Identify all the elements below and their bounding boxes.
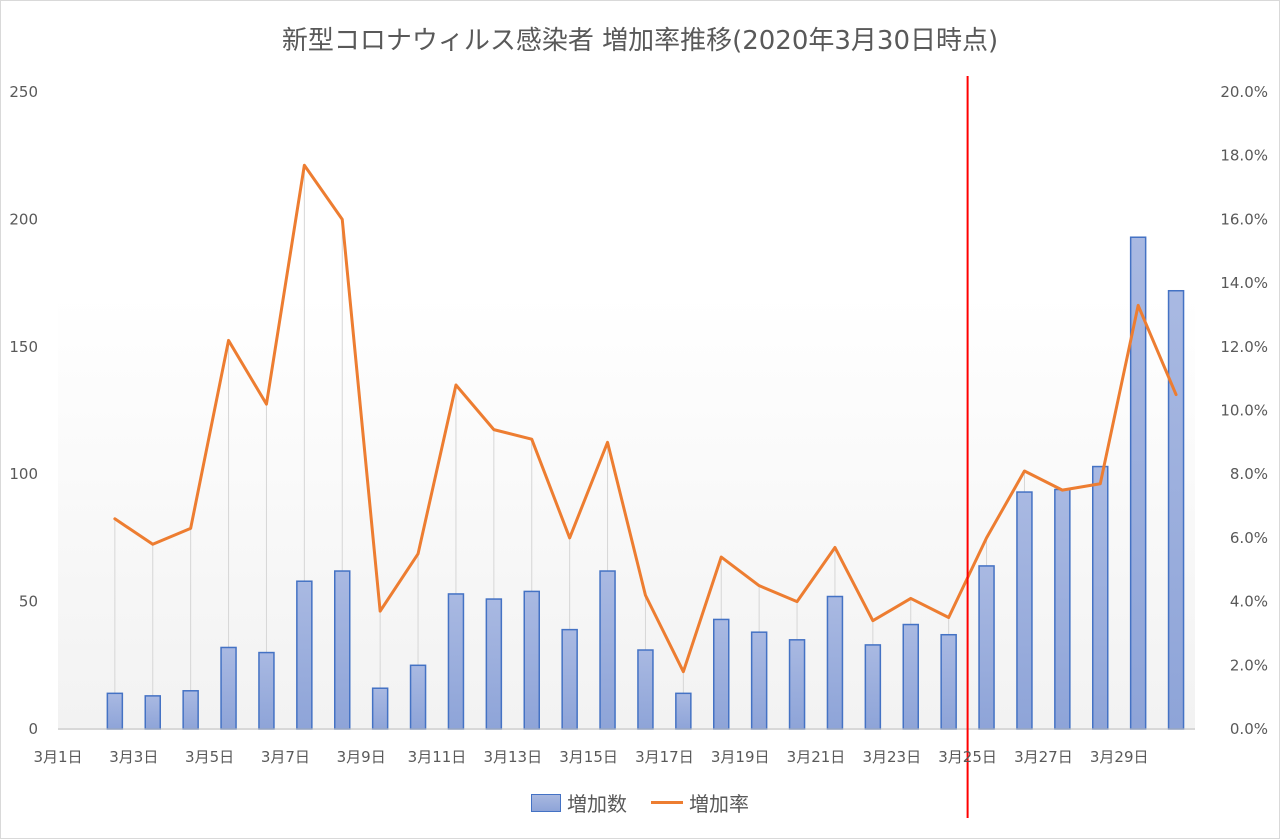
x-tick-label: 3月27日 (1014, 748, 1073, 766)
x-tick-label: 3月25日 (938, 748, 997, 766)
bar (144, 695, 161, 730)
legend-label-bar: 増加数 (567, 792, 627, 816)
x-tick-label: 3月21日 (787, 748, 846, 766)
y-right-tick-label: 8.0% (1230, 465, 1268, 483)
bar (826, 595, 844, 730)
y-left-tick-label: 50 (19, 593, 38, 611)
x-tick-label: 3月15日 (559, 748, 618, 766)
bar (371, 687, 389, 730)
legend-item-line: 増加率 (651, 788, 749, 817)
legend-label-line: 増加率 (689, 792, 749, 816)
y-right-tick-label: 4.0% (1230, 593, 1268, 611)
y-right-tick-label: 2.0% (1230, 656, 1268, 674)
plot-area (58, 295, 1195, 730)
x-tick-label: 3月19日 (711, 748, 770, 766)
bar (750, 631, 768, 730)
bar (1167, 289, 1185, 730)
bar (409, 664, 427, 730)
y-left-tick-label: 150 (9, 338, 38, 356)
bar (675, 692, 692, 730)
y-right-tick-label: 12.0% (1220, 338, 1268, 356)
bar (523, 590, 540, 730)
legend-swatch-line (651, 801, 683, 804)
bar (713, 618, 730, 730)
x-tick-label: 3月17日 (635, 748, 694, 766)
x-tick-label: 3月7日 (261, 748, 310, 766)
legend-item-bar: 増加数 (531, 788, 627, 817)
y-axis-left: 0 50 100 150 200 250 (9, 83, 38, 738)
bar (258, 651, 275, 730)
x-tick-labels: 3月1日 3月3日 3月5日 3月7日 3月9日 3月11日 3月13日 3月15日 3月17日… (33, 748, 1148, 766)
line-series-path (113, 163, 1178, 674)
y-right-tick-label: 16.0% (1220, 210, 1268, 228)
x-tick-label: 3月9日 (337, 748, 386, 766)
bar (1054, 488, 1071, 730)
y-right-tick-label: 14.0% (1220, 274, 1268, 292)
x-tick-label: 3月29日 (1090, 748, 1149, 766)
y-left-tick-label: 250 (9, 83, 38, 101)
bar (447, 593, 465, 730)
y-right-tick-label: 6.0% (1230, 529, 1268, 547)
bar (296, 580, 313, 730)
bar (182, 690, 199, 730)
bar (864, 644, 882, 730)
x-tick-label: 3月23日 (862, 748, 921, 766)
y-left-tick-label: 0 (28, 720, 38, 738)
x-tick-label: 3月1日 (33, 748, 82, 766)
bar (485, 598, 503, 730)
legend: 増加数 増加率 (0, 788, 1280, 817)
bar (1016, 491, 1033, 730)
bar (334, 570, 351, 730)
y-right-tick-label: 20.0% (1220, 83, 1268, 101)
x-tick-label: 3月13日 (483, 748, 542, 766)
y-left-tick-label: 100 (9, 465, 38, 483)
bar (106, 692, 124, 730)
y-right-tick-label: 18.0% (1220, 147, 1268, 165)
bar (940, 633, 957, 730)
legend-swatch-bar (531, 793, 561, 812)
x-tick-label: 3月3日 (109, 748, 158, 766)
x-tick-label: 3月11日 (408, 748, 467, 766)
bar (1092, 465, 1109, 730)
line-series (113, 163, 1178, 674)
y-right-tick-label: 0.0% (1230, 720, 1268, 738)
bar (788, 639, 806, 730)
bar (978, 565, 995, 730)
bar (902, 623, 919, 730)
bar (599, 570, 616, 730)
y-left-tick-label: 200 (9, 210, 38, 228)
chart-title: 新型コロナウィルス感染者 増加率推移(2020年3月30日時点) (281, 26, 999, 56)
bar (637, 649, 654, 730)
y-right-tick-label: 10.0% (1220, 402, 1268, 420)
bar (220, 646, 237, 730)
y-axis-right: 0.0% 2.0% 4.0% 6.0% 8.0% 10.0% 12.0% 14.0% 16.0%… (1220, 83, 1268, 738)
x-tick-label: 3月5日 (185, 748, 234, 766)
bar (561, 628, 578, 730)
